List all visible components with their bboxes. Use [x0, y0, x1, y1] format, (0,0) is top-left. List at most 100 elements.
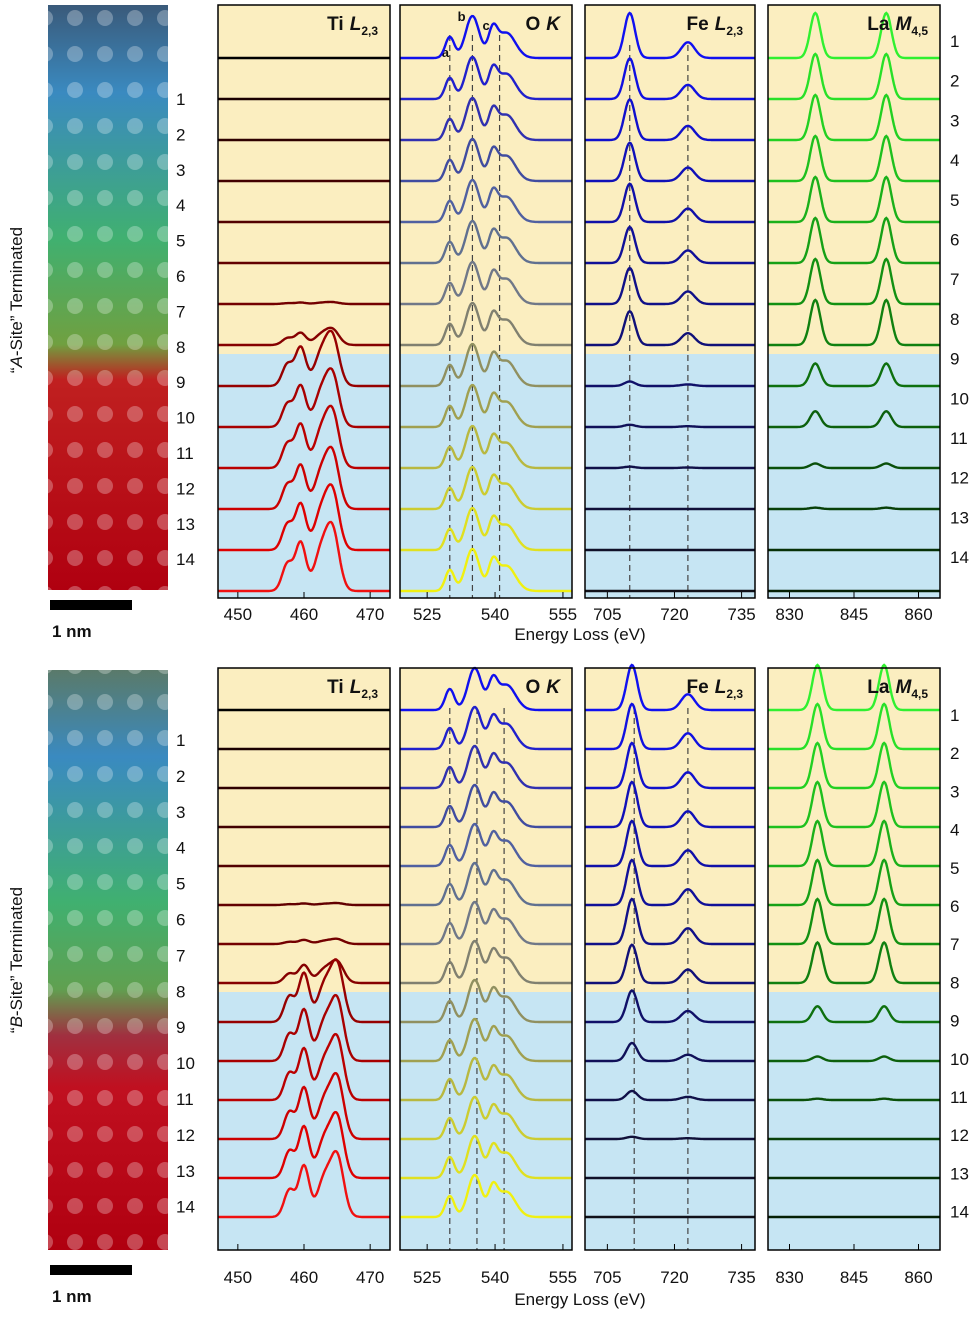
layer-label: 11 [950, 1088, 968, 1107]
spectrum [400, 1134, 572, 1180]
title-edge: L [715, 677, 727, 698]
spectrum [218, 483, 390, 552]
panel-frame [399, 667, 573, 1251]
spectrum [218, 329, 390, 388]
y-label-open: “ [7, 1027, 26, 1033]
spectrum [768, 741, 940, 790]
y-label-open: “ [7, 367, 26, 373]
layer-label: 14 [176, 550, 195, 569]
layer-label: 14 [950, 1203, 969, 1222]
spectrum [768, 410, 940, 429]
spectrum [218, 326, 390, 347]
layer-label: 11 [176, 444, 194, 463]
layer-label: 7 [176, 302, 185, 321]
layer-label: 7 [950, 270, 959, 289]
layer-label: 2 [176, 767, 185, 786]
layer-label: 4 [176, 196, 185, 215]
scale-bar [50, 1265, 132, 1275]
title-element: La [867, 677, 890, 698]
peak-annotation: c [483, 18, 490, 33]
layer-label: 8 [950, 310, 959, 329]
spectrum [768, 1097, 940, 1102]
spectrum [768, 819, 940, 868]
layer-label: 2 [176, 125, 185, 144]
spectrum [585, 309, 755, 347]
region-film [768, 5, 940, 354]
layer-label: 11 [176, 1090, 194, 1109]
spectrum [400, 900, 572, 946]
x-tick-label: 720 [660, 605, 688, 624]
spectrum [400, 822, 572, 868]
layer-label: 1 [950, 706, 959, 725]
layer-label: 13 [176, 1162, 195, 1181]
spectrum [400, 705, 572, 751]
spectrum [218, 958, 390, 1024]
title-sub: 2,3 [726, 24, 743, 38]
spectrum [768, 897, 940, 946]
spectrum [218, 937, 390, 946]
region-film [585, 668, 755, 992]
region-substrate [768, 354, 940, 598]
region-substrate [585, 992, 755, 1250]
spectrum [768, 52, 940, 101]
spectrum [585, 819, 755, 868]
y-label-rest: -Site” Terminated [7, 227, 26, 356]
region-film [768, 668, 940, 992]
layer-label: 14 [950, 548, 969, 567]
x-tick-label: 525 [413, 1268, 441, 1287]
layer-label: 13 [950, 1164, 969, 1183]
spectrum [400, 342, 572, 388]
layer-label: 1 [176, 90, 185, 109]
x-tick-label: 860 [904, 1268, 932, 1287]
title-element: Ti [327, 677, 344, 698]
spectrum [768, 175, 940, 224]
layer-label: 10 [950, 389, 969, 408]
spectrum [585, 141, 755, 183]
x-tick-label: 830 [775, 1268, 803, 1287]
layer-label: 4 [176, 839, 185, 858]
spectrum [218, 1149, 390, 1219]
x-label: Energy Loss (eV) [514, 1290, 645, 1309]
spectrum [218, 958, 390, 985]
title-sub: 2,3 [361, 24, 378, 38]
layer-label: 9 [176, 373, 185, 392]
spectrum [400, 219, 572, 265]
region-substrate [400, 354, 572, 598]
spectrum [400, 506, 572, 552]
layer-label: 6 [176, 267, 185, 286]
spectrum [585, 57, 755, 101]
peak-annotation: a [442, 45, 450, 60]
spectrum [400, 1017, 572, 1063]
spectrum [218, 901, 390, 907]
spectrum [218, 993, 390, 1063]
spectrum [768, 780, 940, 829]
region-substrate [768, 992, 940, 1250]
spectrum [768, 940, 940, 985]
title-sub: 2,3 [361, 687, 378, 701]
spectrum [585, 897, 755, 946]
title-edge: M [895, 14, 912, 35]
x-label: Energy Loss (eV) [514, 625, 645, 644]
spectrum [768, 134, 940, 183]
spectrum [400, 547, 572, 593]
layer-label: 8 [176, 338, 185, 357]
layer-label: 12 [950, 469, 969, 488]
atom-columns [48, 670, 168, 1250]
spectrum [400, 1095, 572, 1141]
layer-label: 2 [950, 744, 959, 763]
layer-label: 6 [950, 897, 959, 916]
panel-title: La M4,5 [867, 677, 928, 701]
layer-label: 4 [950, 151, 959, 170]
spectrum [768, 216, 940, 265]
x-tick-label: 720 [660, 1268, 688, 1287]
x-tick-label: 845 [840, 605, 868, 624]
title-element: Fe [687, 14, 709, 35]
spectrum [585, 11, 755, 60]
x-tick-label: 460 [290, 605, 318, 624]
spectrum [768, 257, 940, 306]
atom-columns [48, 5, 168, 590]
spectrum [400, 260, 572, 306]
panel-title: La M4,5 [867, 14, 928, 38]
y-label: “B-Site” Terminated [7, 887, 26, 1033]
